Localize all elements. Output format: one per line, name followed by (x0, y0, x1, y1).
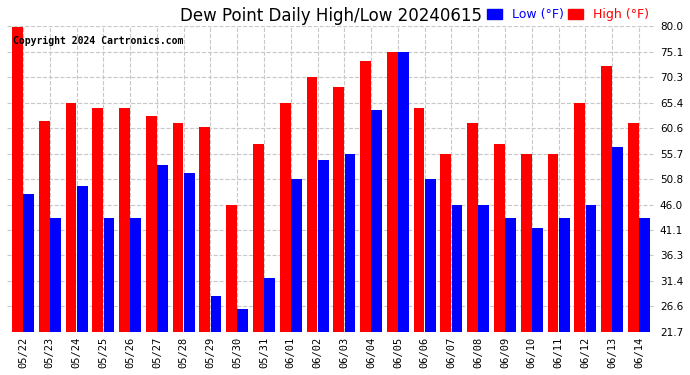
Bar (199, 127, 210, 332)
Bar (425, 180, 435, 332)
Bar (291, 180, 302, 332)
Bar (104, 218, 115, 332)
Bar (586, 205, 596, 332)
Bar (264, 278, 275, 332)
Bar (184, 173, 195, 332)
Bar (237, 309, 248, 332)
Bar (119, 108, 130, 332)
Bar (612, 147, 623, 332)
Bar (77, 186, 88, 332)
Bar (548, 154, 558, 332)
Bar (452, 205, 462, 332)
Bar (521, 154, 531, 332)
Bar (172, 123, 184, 332)
Bar (306, 77, 317, 332)
Bar (398, 52, 409, 332)
Bar (344, 154, 355, 332)
Bar (414, 108, 424, 332)
Bar (601, 66, 612, 332)
Title: Dew Point Daily High/Low 20240615: Dew Point Daily High/Low 20240615 (180, 7, 482, 25)
Bar (146, 116, 157, 332)
Bar (440, 154, 451, 332)
Bar (157, 165, 168, 332)
Bar (371, 110, 382, 332)
Bar (559, 218, 569, 332)
Bar (532, 228, 543, 332)
Bar (318, 160, 328, 332)
Bar (39, 121, 50, 332)
Text: Copyright 2024 Cartronics.com: Copyright 2024 Cartronics.com (13, 36, 184, 46)
Bar (92, 108, 103, 332)
Bar (210, 296, 221, 332)
Bar (639, 218, 650, 332)
Bar (130, 218, 141, 332)
Bar (628, 123, 639, 332)
Bar (505, 218, 516, 332)
Bar (333, 87, 344, 332)
Bar (66, 103, 77, 332)
Bar (253, 144, 264, 332)
Bar (226, 205, 237, 332)
Bar (574, 103, 585, 332)
Bar (478, 205, 489, 332)
Bar (387, 52, 397, 332)
Bar (50, 218, 61, 332)
Bar (467, 123, 478, 332)
Bar (23, 194, 34, 332)
Bar (494, 144, 504, 332)
Bar (12, 27, 23, 332)
Legend: Low (°F), High (°F): Low (°F), High (°F) (487, 8, 649, 21)
Bar (360, 60, 371, 332)
Bar (280, 103, 290, 332)
